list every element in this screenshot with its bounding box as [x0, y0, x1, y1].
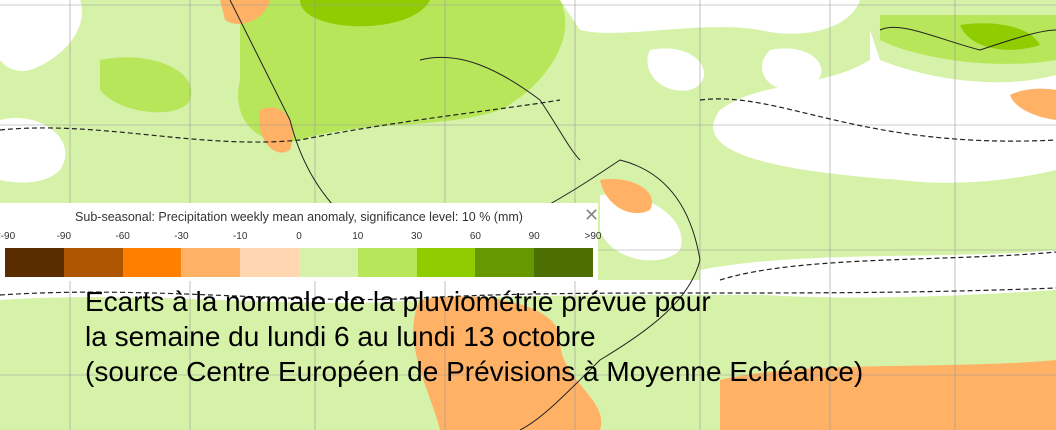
legend-swatch — [534, 248, 593, 277]
legend-swatch — [181, 248, 241, 277]
legend-tick-label: <-90 — [0, 231, 16, 242]
caption-line-2: la semaine du lundi 6 au lundi 13 octobr… — [85, 321, 596, 352]
legend-swatch — [298, 248, 358, 277]
coastlines — [229, 0, 1056, 430]
legend-tick-label: 60 — [469, 231, 481, 242]
significance-contours — [0, 98, 1056, 301]
legend-tick-label: >90 — [584, 231, 602, 242]
dark-green-areas — [300, 0, 1040, 50]
legend-swatch — [240, 248, 299, 277]
legend-color-bar — [5, 248, 593, 277]
legend-tick-label: -60 — [115, 231, 130, 242]
legend-panel: Sub-seasonal: Precipitation weekly mean … — [0, 203, 601, 281]
legend-tick-label: -30 — [174, 231, 189, 242]
legend-tick-label: 0 — [296, 231, 302, 242]
legend-ticks: <-90 -90 -60 -30 -10 0 10 30 60 90 >90 — [0, 231, 601, 245]
legend-swatch — [475, 248, 535, 277]
mid-green-areas — [100, 0, 1056, 142]
close-icon[interactable]: ✕ — [584, 205, 600, 225]
white-gaps — [0, 0, 1056, 298]
legend-tick-label: -10 — [232, 231, 248, 242]
legend-swatch — [122, 248, 182, 277]
legend-swatch — [5, 248, 64, 277]
legend-tick-label: -90 — [56, 231, 72, 242]
legend-title: Sub-seasonal: Precipitation weekly mean … — [75, 210, 523, 224]
caption-line-1: Ecarts à la normale de la pluviométrie p… — [85, 286, 711, 317]
legend-tick-label: 90 — [528, 231, 540, 242]
legend-swatch — [63, 248, 123, 277]
legend-swatch — [416, 248, 476, 277]
legend-tick-label: 10 — [352, 231, 364, 242]
caption: Ecarts à la normale de la pluviométrie p… — [85, 284, 863, 389]
orange-areas — [220, 0, 1056, 430]
caption-line-3: (source Centre Européen de Prévisions à … — [85, 356, 864, 387]
legend-swatch — [357, 248, 417, 277]
legend-tick-label: 30 — [411, 231, 423, 242]
